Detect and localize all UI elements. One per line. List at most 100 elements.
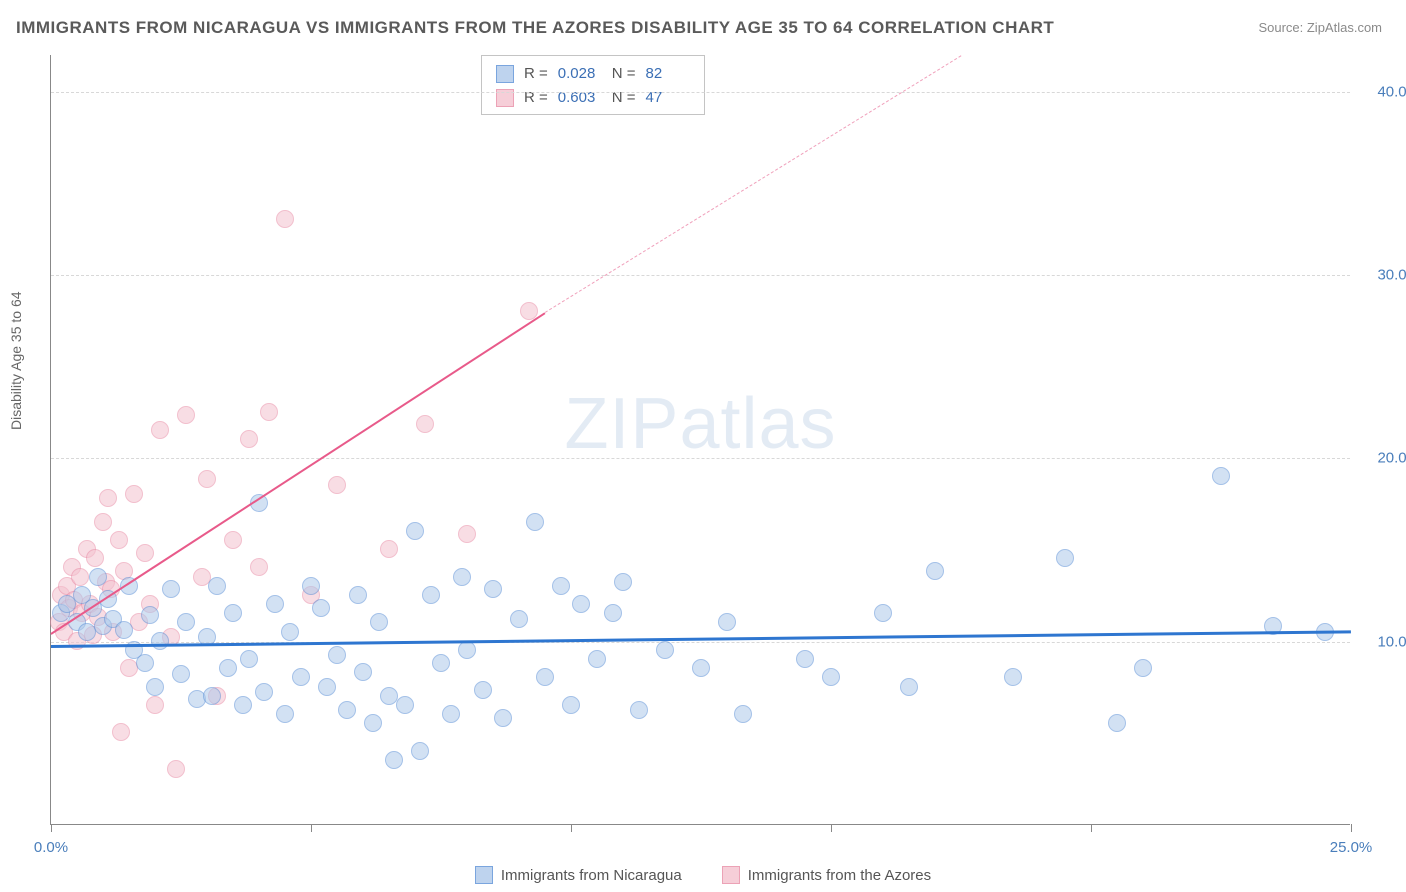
scatter-point: [734, 705, 752, 723]
scatter-point: [874, 604, 892, 622]
scatter-point: [406, 522, 424, 540]
scatter-point: [318, 678, 336, 696]
scatter-point: [718, 613, 736, 631]
source-credit: Source: ZipAtlas.com: [1258, 20, 1382, 35]
scatter-point: [614, 573, 632, 591]
scatter-point: [141, 606, 159, 624]
legend-item-1: Immigrants from Nicaragua: [475, 866, 682, 884]
scatter-point: [71, 568, 89, 586]
scatter-point: [203, 687, 221, 705]
y-axis-label: Disability Age 35 to 64: [8, 291, 24, 430]
scatter-point: [422, 586, 440, 604]
xtick: [311, 824, 312, 832]
scatter-point: [796, 650, 814, 668]
scatter-point: [510, 610, 528, 628]
xtick: [1351, 824, 1352, 832]
scatter-point: [656, 641, 674, 659]
scatter-point: [208, 577, 226, 595]
scatter-point: [562, 696, 580, 714]
scatter-point: [385, 751, 403, 769]
scatter-point: [302, 577, 320, 595]
ytick-label: 10.0%: [1360, 633, 1406, 650]
r-value-2: 0.603: [558, 86, 602, 110]
scatter-point: [146, 696, 164, 714]
scatter-point: [900, 678, 918, 696]
scatter-point: [1212, 467, 1230, 485]
watermark: ZIPatlas: [564, 383, 836, 465]
legend-swatch-1: [475, 866, 493, 884]
scatter-point: [1134, 659, 1152, 677]
scatter-point: [380, 540, 398, 558]
scatter-point: [1056, 549, 1074, 567]
legend-swatch-2: [722, 866, 740, 884]
scatter-point: [354, 663, 372, 681]
scatter-point: [255, 683, 273, 701]
scatter-point: [552, 577, 570, 595]
scatter-point: [136, 654, 154, 672]
scatter-point: [692, 659, 710, 677]
scatter-point: [536, 668, 554, 686]
stats-row-1: R = 0.028 N = 82: [496, 62, 690, 86]
scatter-point: [1004, 668, 1022, 686]
scatter-point: [484, 580, 502, 598]
scatter-point: [364, 714, 382, 732]
scatter-point: [630, 701, 648, 719]
scatter-point: [292, 668, 310, 686]
xtick: [51, 824, 52, 832]
scatter-point: [234, 696, 252, 714]
r-label: R =: [524, 86, 548, 110]
scatter-point: [177, 406, 195, 424]
ytick-label: 20.0%: [1360, 450, 1406, 467]
n-value-1: 82: [646, 62, 690, 86]
legend-item-2: Immigrants from the Azores: [722, 866, 931, 884]
watermark-bold: ZIP: [564, 384, 679, 464]
gridline-h: [51, 92, 1350, 93]
legend-label-2: Immigrants from the Azores: [748, 867, 931, 884]
scatter-point: [151, 632, 169, 650]
scatter-point: [432, 654, 450, 672]
scatter-point: [474, 681, 492, 699]
regression-line: [50, 312, 545, 635]
scatter-point: [151, 421, 169, 439]
r-label: R =: [524, 62, 548, 86]
scatter-point: [338, 701, 356, 719]
scatter-point: [281, 623, 299, 641]
scatter-point: [526, 513, 544, 531]
scatter-point: [1108, 714, 1126, 732]
ytick-label: 30.0%: [1360, 267, 1406, 284]
scatter-point: [240, 650, 258, 668]
scatter-point: [136, 544, 154, 562]
scatter-point: [411, 742, 429, 760]
xtick: [1091, 824, 1092, 832]
scatter-point: [453, 568, 471, 586]
xtick: [571, 824, 572, 832]
scatter-point: [926, 562, 944, 580]
scatter-point: [219, 659, 237, 677]
scatter-point: [94, 513, 112, 531]
scatter-point: [89, 568, 107, 586]
gridline-h: [51, 275, 1350, 276]
scatter-point: [99, 489, 117, 507]
bottom-legend: Immigrants from Nicaragua Immigrants fro…: [0, 866, 1406, 884]
n-value-2: 47: [646, 86, 690, 110]
scatter-point: [822, 668, 840, 686]
scatter-point: [276, 210, 294, 228]
xtick-label: 0.0%: [34, 839, 68, 856]
scatter-point: [458, 525, 476, 543]
scatter-point: [167, 760, 185, 778]
scatter-point: [177, 613, 195, 631]
scatter-point: [276, 705, 294, 723]
scatter-point: [370, 613, 388, 631]
scatter-point: [604, 604, 622, 622]
scatter-point: [458, 641, 476, 659]
chart-title: IMMIGRANTS FROM NICARAGUA VS IMMIGRANTS …: [16, 18, 1054, 38]
scatter-point: [172, 665, 190, 683]
scatter-point: [266, 595, 284, 613]
xtick: [831, 824, 832, 832]
scatter-point: [146, 678, 164, 696]
ytick-label: 40.0%: [1360, 83, 1406, 100]
scatter-point: [198, 470, 216, 488]
scatter-point: [442, 705, 460, 723]
scatter-point: [240, 430, 258, 448]
scatter-point: [112, 723, 130, 741]
